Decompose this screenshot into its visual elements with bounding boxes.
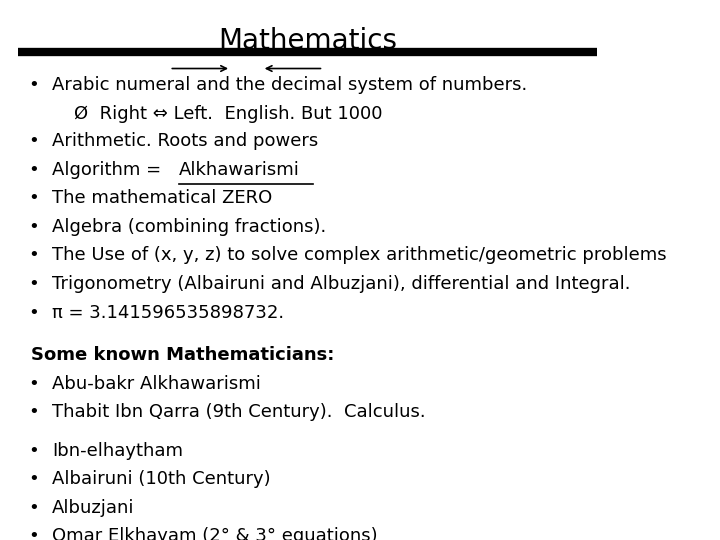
Text: Arabic numeral and the decimal system of numbers.: Arabic numeral and the decimal system of…: [53, 76, 528, 94]
Text: Some known Mathematicians:: Some known Mathematicians:: [31, 346, 334, 364]
Text: Arithmetic. Roots and powers: Arithmetic. Roots and powers: [53, 132, 319, 150]
Text: Algorithm =: Algorithm =: [53, 161, 167, 179]
Text: The mathematical ZERO: The mathematical ZERO: [53, 190, 273, 207]
Text: •: •: [29, 246, 40, 265]
Text: •: •: [29, 303, 40, 322]
Text: •: •: [29, 528, 40, 540]
Text: Ø  Right ⇔ Left.  English. But 1000: Ø Right ⇔ Left. English. But 1000: [74, 105, 382, 123]
Text: Mathematics: Mathematics: [218, 27, 397, 55]
Text: •: •: [29, 76, 40, 94]
Text: Abu-bakr Alkhawarismi: Abu-bakr Alkhawarismi: [53, 375, 261, 393]
Text: Albairuni (10th Century): Albairuni (10th Century): [53, 470, 271, 488]
Text: •: •: [29, 499, 40, 517]
Text: The Use of (x, y, z) to solve complex arithmetic/geometric problems: The Use of (x, y, z) to solve complex ar…: [53, 246, 667, 265]
Text: •: •: [29, 275, 40, 293]
Text: •: •: [29, 161, 40, 179]
Text: •: •: [29, 470, 40, 488]
Text: Ibn-elhaytham: Ibn-elhaytham: [53, 442, 184, 460]
Text: •: •: [29, 403, 40, 421]
Text: •: •: [29, 132, 40, 150]
Text: Algebra (combining fractions).: Algebra (combining fractions).: [53, 218, 327, 236]
Text: •: •: [29, 218, 40, 236]
Text: Trigonometry (Albairuni and Albuzjani), differential and Integral.: Trigonometry (Albairuni and Albuzjani), …: [53, 275, 631, 293]
Text: Alkhawarismi: Alkhawarismi: [179, 161, 300, 179]
Text: •: •: [29, 442, 40, 460]
Text: Omar Elkhayam (2° & 3° equations): Omar Elkhayam (2° & 3° equations): [53, 528, 378, 540]
Text: π = 3.141596535898732.: π = 3.141596535898732.: [53, 303, 284, 322]
Text: •: •: [29, 190, 40, 207]
Text: Thabit Ibn Qarra (9th Century).  Calculus.: Thabit Ibn Qarra (9th Century). Calculus…: [53, 403, 426, 421]
Text: Albuzjani: Albuzjani: [53, 499, 135, 517]
Text: •: •: [29, 375, 40, 393]
